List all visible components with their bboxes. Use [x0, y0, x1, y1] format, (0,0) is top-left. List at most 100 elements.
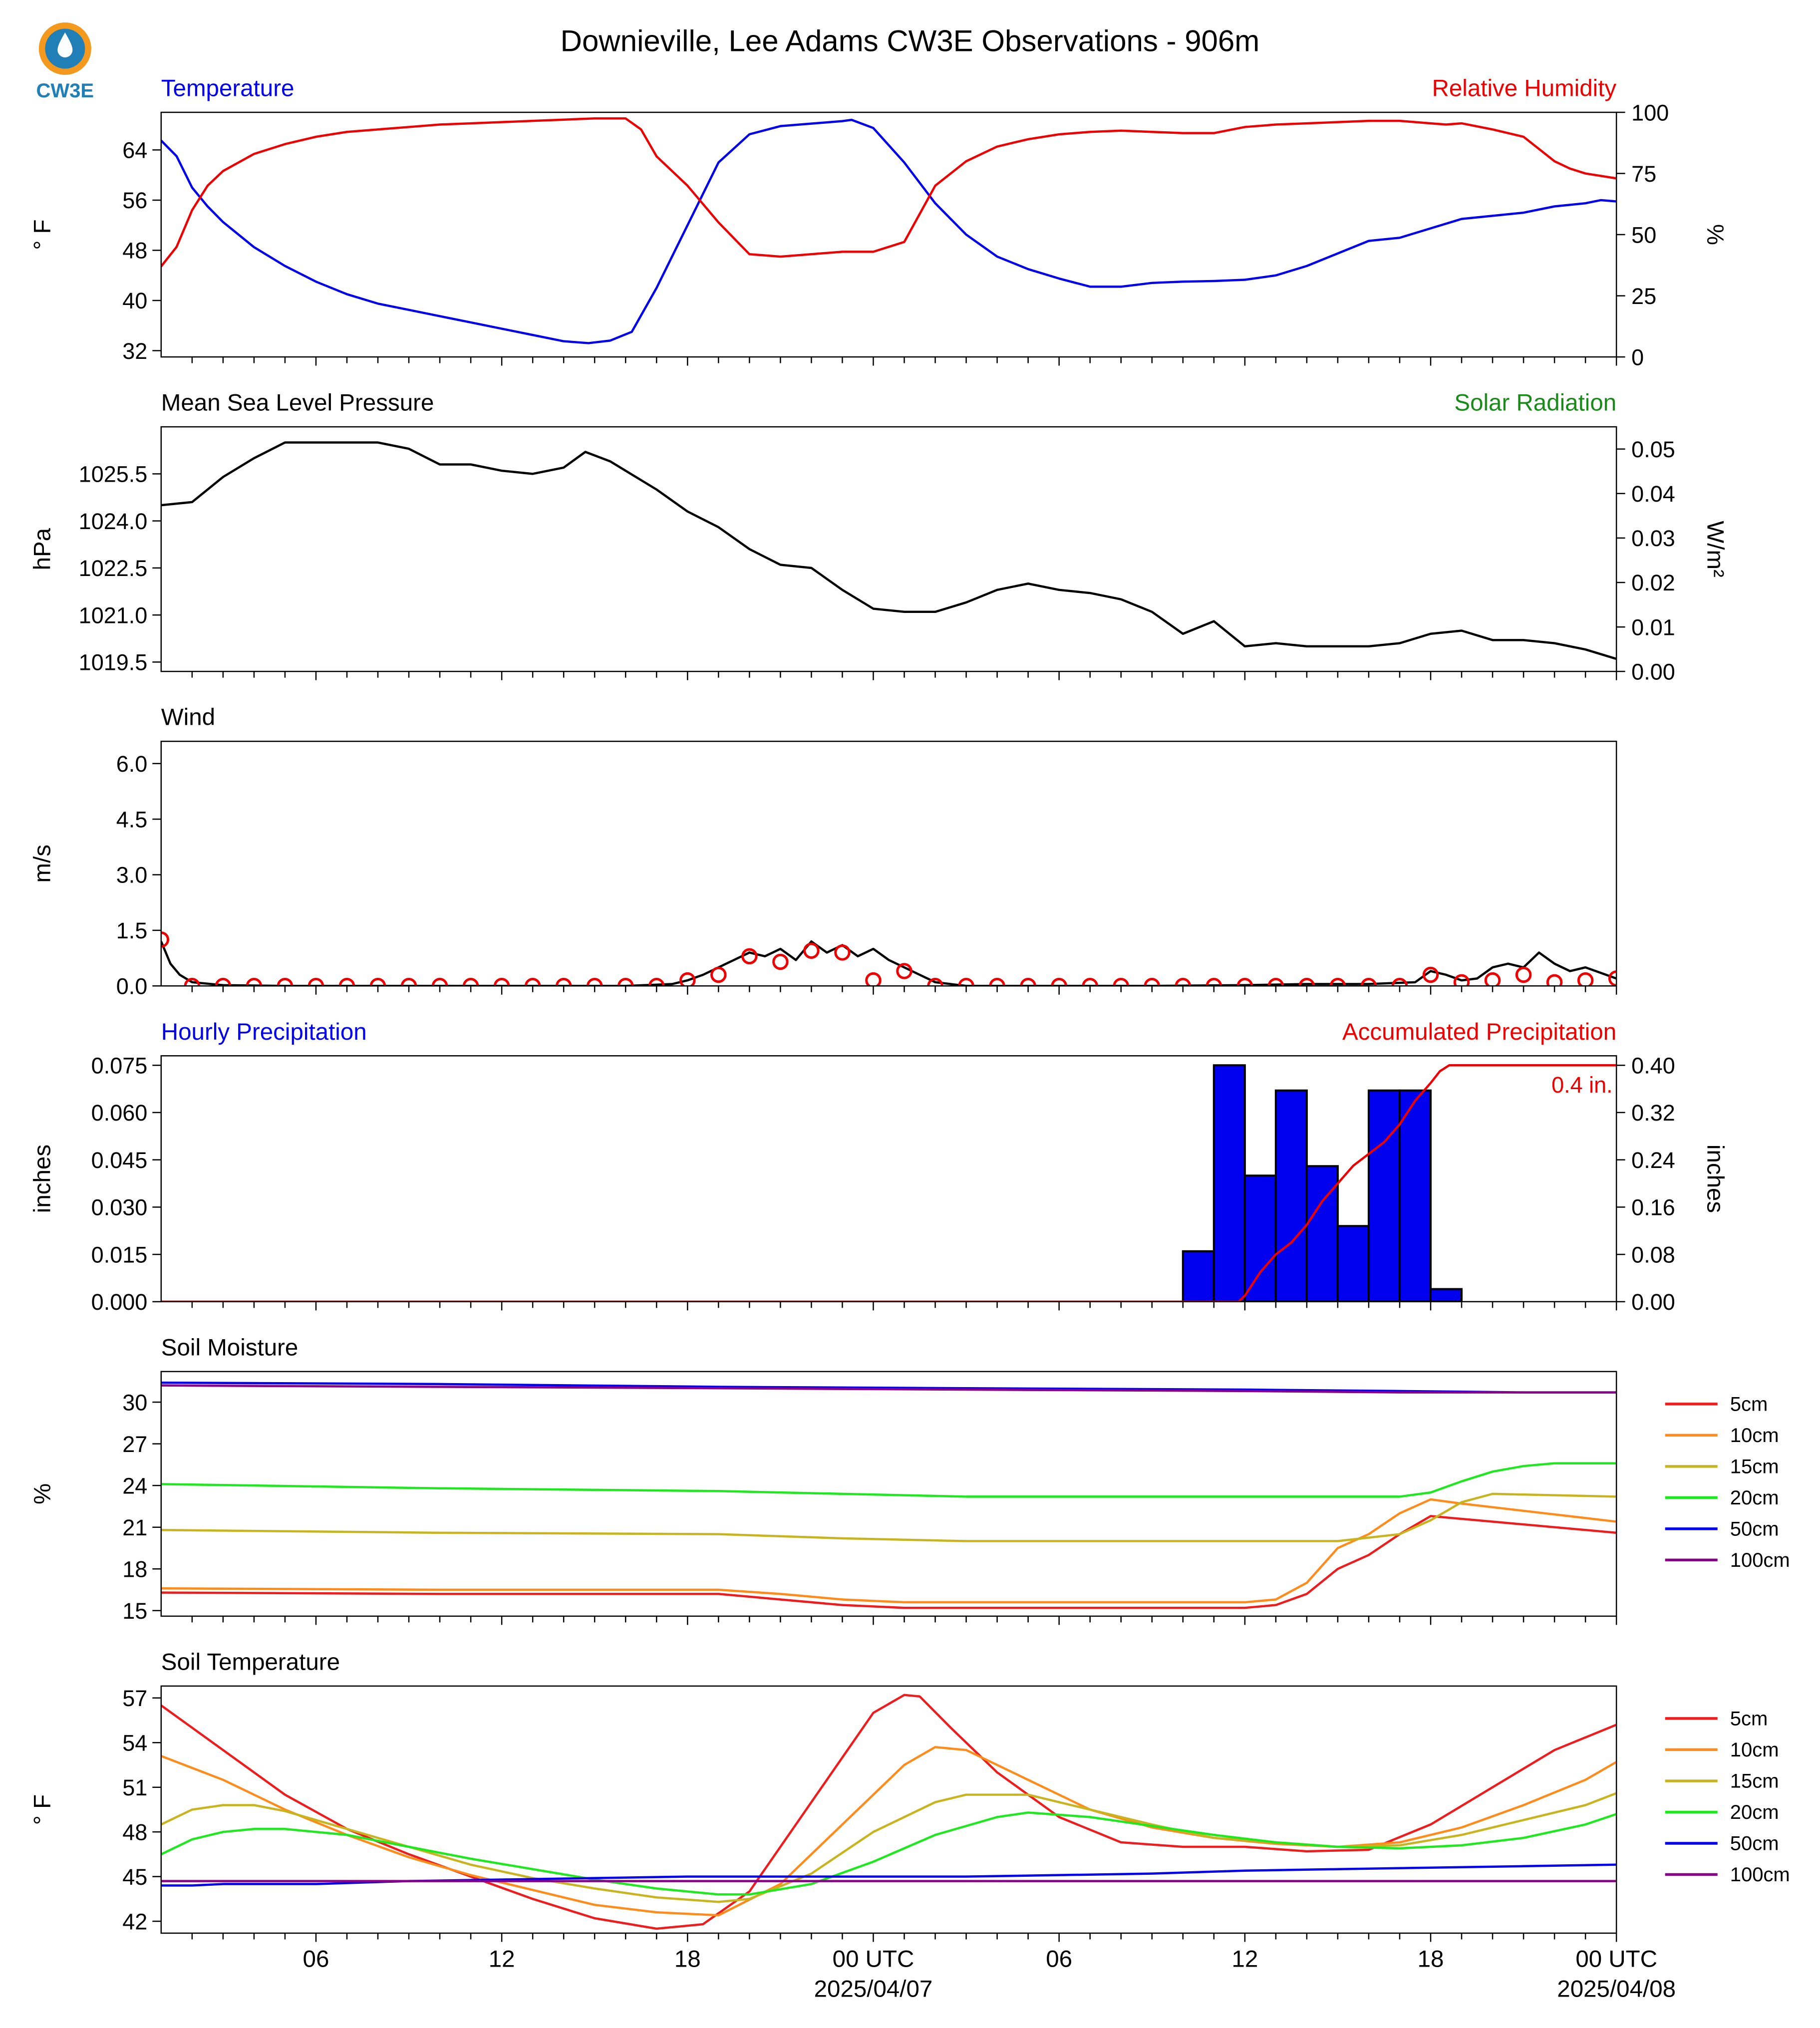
wind-marker	[1608, 970, 1617, 986]
legend-label: 10cm	[1730, 1425, 1779, 1447]
panel-frame	[160, 740, 1617, 987]
wind-marker	[369, 977, 386, 986]
x-tick-label: 00 UTC	[833, 1946, 914, 1972]
panel-1: Mean Sea Level Pressure Solar Radiation 10…	[29, 390, 1728, 685]
wind-marker	[246, 977, 263, 986]
wind-marker	[1144, 977, 1160, 986]
wind-marker	[679, 972, 696, 986]
y-tick-label: 48	[122, 238, 147, 264]
drop-icon	[57, 32, 73, 58]
x-tick-label: 06	[1046, 1946, 1072, 1972]
panel-2: Wind 0.0 1.5 3.0 4.5 6.0 m/s	[29, 704, 1617, 999]
series-line	[161, 1492, 1617, 1542]
x-tick-label: 12	[1231, 1946, 1258, 1972]
series-line	[161, 1745, 1617, 1917]
wind-marker	[184, 977, 201, 986]
y-tick-label: 0.045	[91, 1148, 148, 1173]
wind-marker	[958, 977, 974, 986]
wind-marker	[834, 944, 851, 961]
series-line	[161, 1694, 1617, 1930]
legend: 5cm 10cm 15cm 20cm 50cm 100cm	[1665, 1394, 1790, 1571]
y-tick-label: 1024.0	[79, 509, 148, 534]
wind-marker	[1577, 972, 1594, 986]
plot-area	[161, 1694, 1617, 1930]
y-tick-label: 6.0	[116, 751, 148, 777]
panel-title-left: Temperature	[161, 75, 295, 102]
y-tick-label: 15	[122, 1598, 147, 1624]
wind-marker	[338, 977, 355, 986]
x-tick-label: 06	[303, 1946, 329, 1972]
panel-title-right: Solar Radiation	[1454, 390, 1616, 416]
panel-0: Temperature Relative Humidity 32 40 48 56 64 ° …	[29, 75, 1728, 370]
series-line	[161, 1792, 1617, 1903]
x-tick-label: 12	[489, 1946, 515, 1972]
panel-frame	[160, 1685, 1617, 1934]
figure-title: Downieville, Lee Adams CW3E Observations…	[561, 24, 1260, 58]
precip-bar	[1274, 1089, 1308, 1302]
y-axis-label: hPa	[29, 528, 55, 570]
y-tick-label: 1022.5	[79, 556, 148, 581]
wind-marker	[431, 977, 448, 986]
x-tick-label: 00 UTC	[1575, 1946, 1657, 1972]
panel-title-left: Soil Temperature	[161, 1649, 340, 1675]
series-line	[161, 1384, 1617, 1394]
y-axis-label: ° F	[29, 1794, 55, 1825]
wind-marker	[1267, 977, 1284, 986]
x-date-label: 2025/04/07	[814, 1976, 933, 2002]
plot-area	[161, 117, 1617, 344]
y-tick-label: 54	[122, 1730, 147, 1755]
wind-marker	[772, 953, 789, 970]
accumulated-annotation: 0.4 in.	[1551, 1072, 1613, 1098]
precip-bar	[1305, 1165, 1339, 1302]
y-tick-label: 0.030	[91, 1195, 148, 1220]
wind-marker	[1113, 977, 1129, 986]
series-line	[161, 940, 1617, 986]
y-tick-label: 51	[122, 1775, 147, 1800]
y-tick-label: 21	[122, 1515, 147, 1540]
wind-marker	[710, 966, 727, 983]
plot-area	[161, 1381, 1617, 1609]
wind-marker	[1546, 974, 1563, 986]
y-tick-label: 1021.0	[79, 602, 148, 628]
y-tick-label: 40	[122, 288, 147, 313]
series-line	[161, 1462, 1617, 1498]
panel-frame	[160, 1371, 1617, 1617]
wind-marker	[524, 977, 541, 986]
precip-bar	[1243, 1174, 1277, 1302]
y-tick-label: 48	[122, 1819, 147, 1845]
precip-bar	[1398, 1089, 1432, 1302]
legend-label: 20cm	[1730, 1487, 1779, 1509]
y-tick-label: 57	[122, 1686, 147, 1711]
panels: Temperature Relative Humidity 32 40 48 56 64 ° …	[29, 75, 1729, 1942]
precip-bar	[1336, 1225, 1370, 1302]
y-tick-label: 18	[122, 1556, 147, 1582]
wind-marker	[1082, 977, 1098, 986]
y-tick-label: 32	[122, 338, 147, 364]
legend-label: 10cm	[1730, 1739, 1779, 1761]
wind-marker	[161, 931, 170, 948]
legend-label: 20cm	[1730, 1801, 1779, 1823]
wind-marker	[1206, 977, 1222, 986]
wind-marker	[1484, 972, 1501, 986]
panel-title-left: Mean Sea Level Pressure	[161, 390, 434, 416]
y-tick-label: 1.5	[116, 918, 148, 943]
wind-marker	[1360, 977, 1377, 986]
legend-label: 15cm	[1730, 1456, 1779, 1478]
y-right-tick-label: 25	[1631, 284, 1656, 309]
y-right-tick-label: 0.08	[1631, 1242, 1675, 1267]
panel-frame	[160, 1055, 1617, 1303]
y-right-axis-label: W/m²	[1702, 521, 1729, 577]
wind-marker	[927, 977, 943, 986]
y-axis-label: %	[29, 1483, 55, 1504]
y-right-tick-label: 75	[1631, 161, 1656, 187]
y-axis-label: inches	[29, 1145, 55, 1213]
wind-marker	[989, 977, 1005, 986]
panel-title-left: Hourly Precipitation	[161, 1019, 367, 1045]
precip-bar	[1213, 1064, 1246, 1302]
series-line	[161, 1811, 1617, 1896]
wind-marker	[400, 977, 417, 986]
wind-marker	[1175, 977, 1192, 986]
y-tick-label: 30	[122, 1390, 147, 1415]
cw3e-logo: CW3E	[36, 22, 94, 102]
